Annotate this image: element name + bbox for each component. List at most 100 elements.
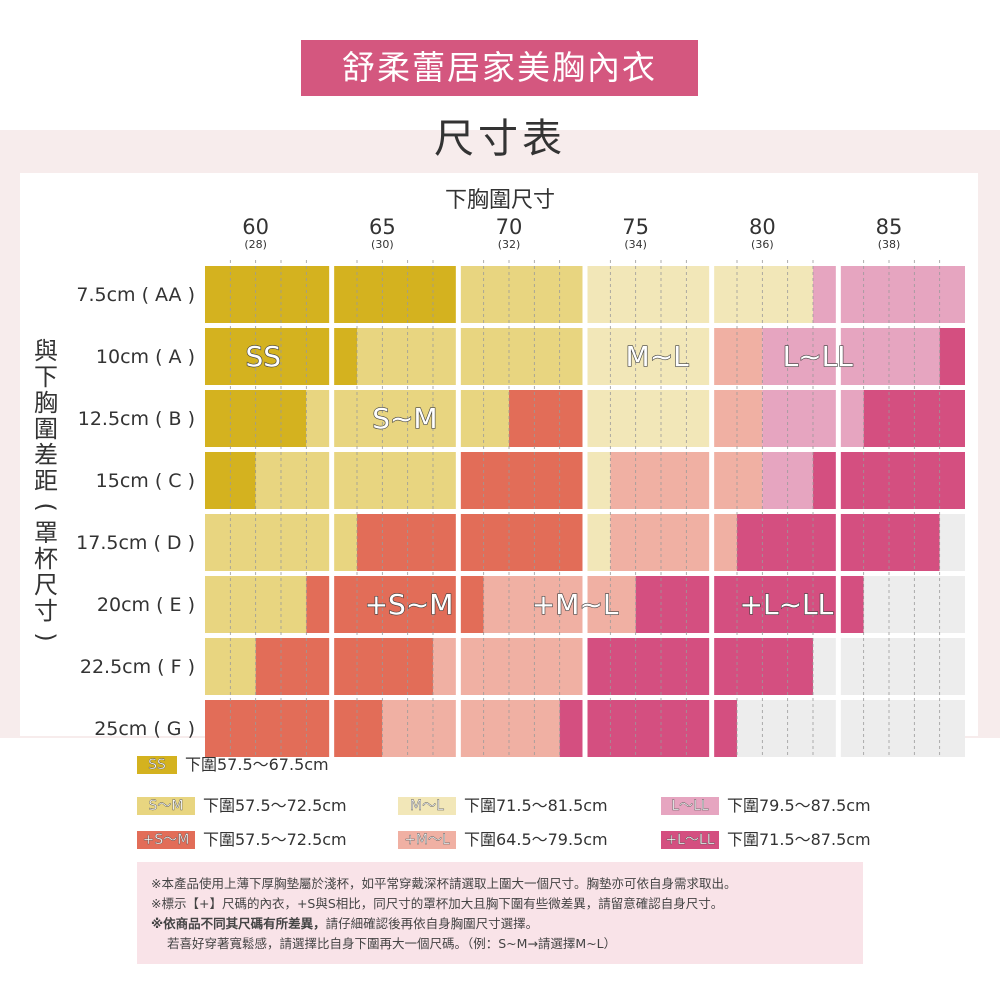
note-line-1: ※本產品使用上薄下厚胸墊屬於淺杯，如平常穿戴深杯請選取上圍大一個尺寸。胸墊亦可依… [151,876,737,891]
y-tick-label: 7.5cm ( AA ) [76,283,195,306]
size-cell-ml [585,266,687,323]
legend-text-pml: 下圍64.5～79.5cm [464,830,608,849]
legend-swatch-lll: L～LL [661,797,719,815]
size-cell-lll [813,328,940,385]
legend-swatch-psm: +S～M [137,831,195,849]
legend-swatch-plll: +L～LL [661,831,719,849]
x-tick-75: 75 (34) [606,216,666,251]
size-cell-sm [255,452,332,509]
size-cell-sml [458,266,585,323]
legend-swatch-ml: M～L [398,797,456,815]
y-tick-label: 17.5cm ( D ) [76,531,195,554]
y-axis-title-char: 罩 [34,519,58,547]
size-cell-ml [686,266,813,323]
size-cell-sm [331,514,357,571]
y-axis-title: 與下胸圍差距(罩杯尺寸) [28,338,64,650]
zone-label: M~L [625,339,689,373]
size-cell-plll [813,452,839,509]
size-cell-plll [838,576,864,633]
x-tick-70: 70 (32) [479,216,539,251]
note-line-3: ※依商品不同其尺碼有所差異，請仔細確認後再依自身胸圍尺寸選擇。 [151,914,863,934]
size-cell-lll [762,452,813,509]
size-cell-pml [711,452,763,509]
x-tick-label: 60 [242,215,270,239]
legend-text-plll: 下圍71.5～87.5cm [727,830,871,849]
size-cell-sm [306,390,332,447]
size-cell-ml [686,390,712,447]
size-cell-plll [585,638,712,695]
size-cell-sm [331,452,459,509]
size-cell-ss [205,266,332,323]
legend-text-lll: 下圍79.5～87.5cm [727,796,871,815]
x-axis-title: 下胸圍尺寸 [444,188,555,213]
x-tick-80: 80 (36) [732,216,792,251]
x-tick-sublabel: (28) [244,238,267,251]
x-tick-label: 70 [495,215,523,239]
x-tick-label: 80 [748,215,776,239]
zone-label: +S~M [364,587,454,621]
y-tick-label: 25cm ( G ) [94,717,195,740]
size-cell-psm [205,700,332,757]
y-axis-title-char: 胸 [34,389,58,417]
x-tick-sublabel: (32) [497,238,521,251]
note-line-2: ※標示【+】尺碼的內衣，+S與S相比，同尺寸的罩杯加大且胸下圍有些微差異，請留意… [151,896,724,911]
zone-label: +M~L [531,587,619,621]
size-cell-plll [559,700,585,757]
size-cell-psm [458,452,585,509]
size-cell-psm [255,638,332,695]
y-axis-title-char: 差 [34,441,58,469]
size-cell-ss [205,452,256,509]
size-cell-plll [711,700,737,757]
legend-text-ss: 下圍57.5～67.5cm [185,755,329,774]
note-line-3-rest: 請仔細確認後再依自身胸圍尺寸選擇。 [325,916,539,931]
size-cell-ml [686,328,712,385]
size-cell-lll [838,266,965,323]
zone-label: SS [245,339,282,373]
size-cell-ss [331,266,459,323]
y-tick-label: 22.5cm ( F ) [79,655,195,678]
size-cell-plll [711,638,813,695]
zone-label: S~M [372,401,439,435]
size-cell-psm [509,390,585,447]
size-cell-ml [585,514,611,571]
y-axis-title-char: 尺 [34,571,58,599]
y-tick-label: 15cm ( C ) [95,469,195,492]
x-tick-65: 65 (30) [352,216,412,251]
size-cell-psm [458,576,484,633]
y-tick-label: 12.5cm ( B ) [77,407,195,430]
size-cell-pml [382,700,459,757]
legend-text-ml: 下圍71.5～81.5cm [464,796,608,815]
size-cell-psm [306,576,332,633]
y-axis-title-char: 寸 [34,597,58,625]
size-cell-ss [331,328,357,385]
size-cell-pml [610,452,712,509]
size-cell-lll [813,266,839,323]
size-cell-sm [205,514,332,571]
x-tick-sublabel: (34) [624,238,647,251]
y-axis-title-char: 與 [34,337,58,365]
size-cell-pml [458,638,585,695]
x-tick-label: 75 [622,215,650,239]
size-cell-psm [458,514,585,571]
zone-label: +L~LL [739,587,834,621]
size-cell-none [737,700,965,757]
product-title: 舒柔蕾居家美胸內衣 [301,40,698,96]
note-line-4: 若喜好穿著寬鬆感，請選擇比自身下圍再大一個尺碼。（例：S~M→請選擇M~L） [167,936,617,951]
size-cell-ss [205,328,332,385]
size-cell-plll [838,452,965,509]
x-tick-sublabel: (30) [371,238,394,251]
legend-text-psm: 下圍57.5～72.5cm [203,830,347,849]
y-tick-label: 10cm ( A ) [95,345,195,368]
x-tick-sublabel: (38) [877,238,901,251]
page-subtitle: 尺寸表 [434,116,566,162]
y-axis-title-char: 距 [34,467,58,495]
x-tick-sublabel: (36) [751,238,774,251]
size-cell-plll [939,328,965,385]
size-cell-sm [205,638,256,695]
legend-swatch-pml: +M～L [398,831,456,849]
x-tick-label: 65 [368,215,396,239]
y-axis-title-char: 杯 [34,545,58,573]
size-cell-pml [711,514,737,571]
y-axis-title-char: 下 [34,363,58,391]
